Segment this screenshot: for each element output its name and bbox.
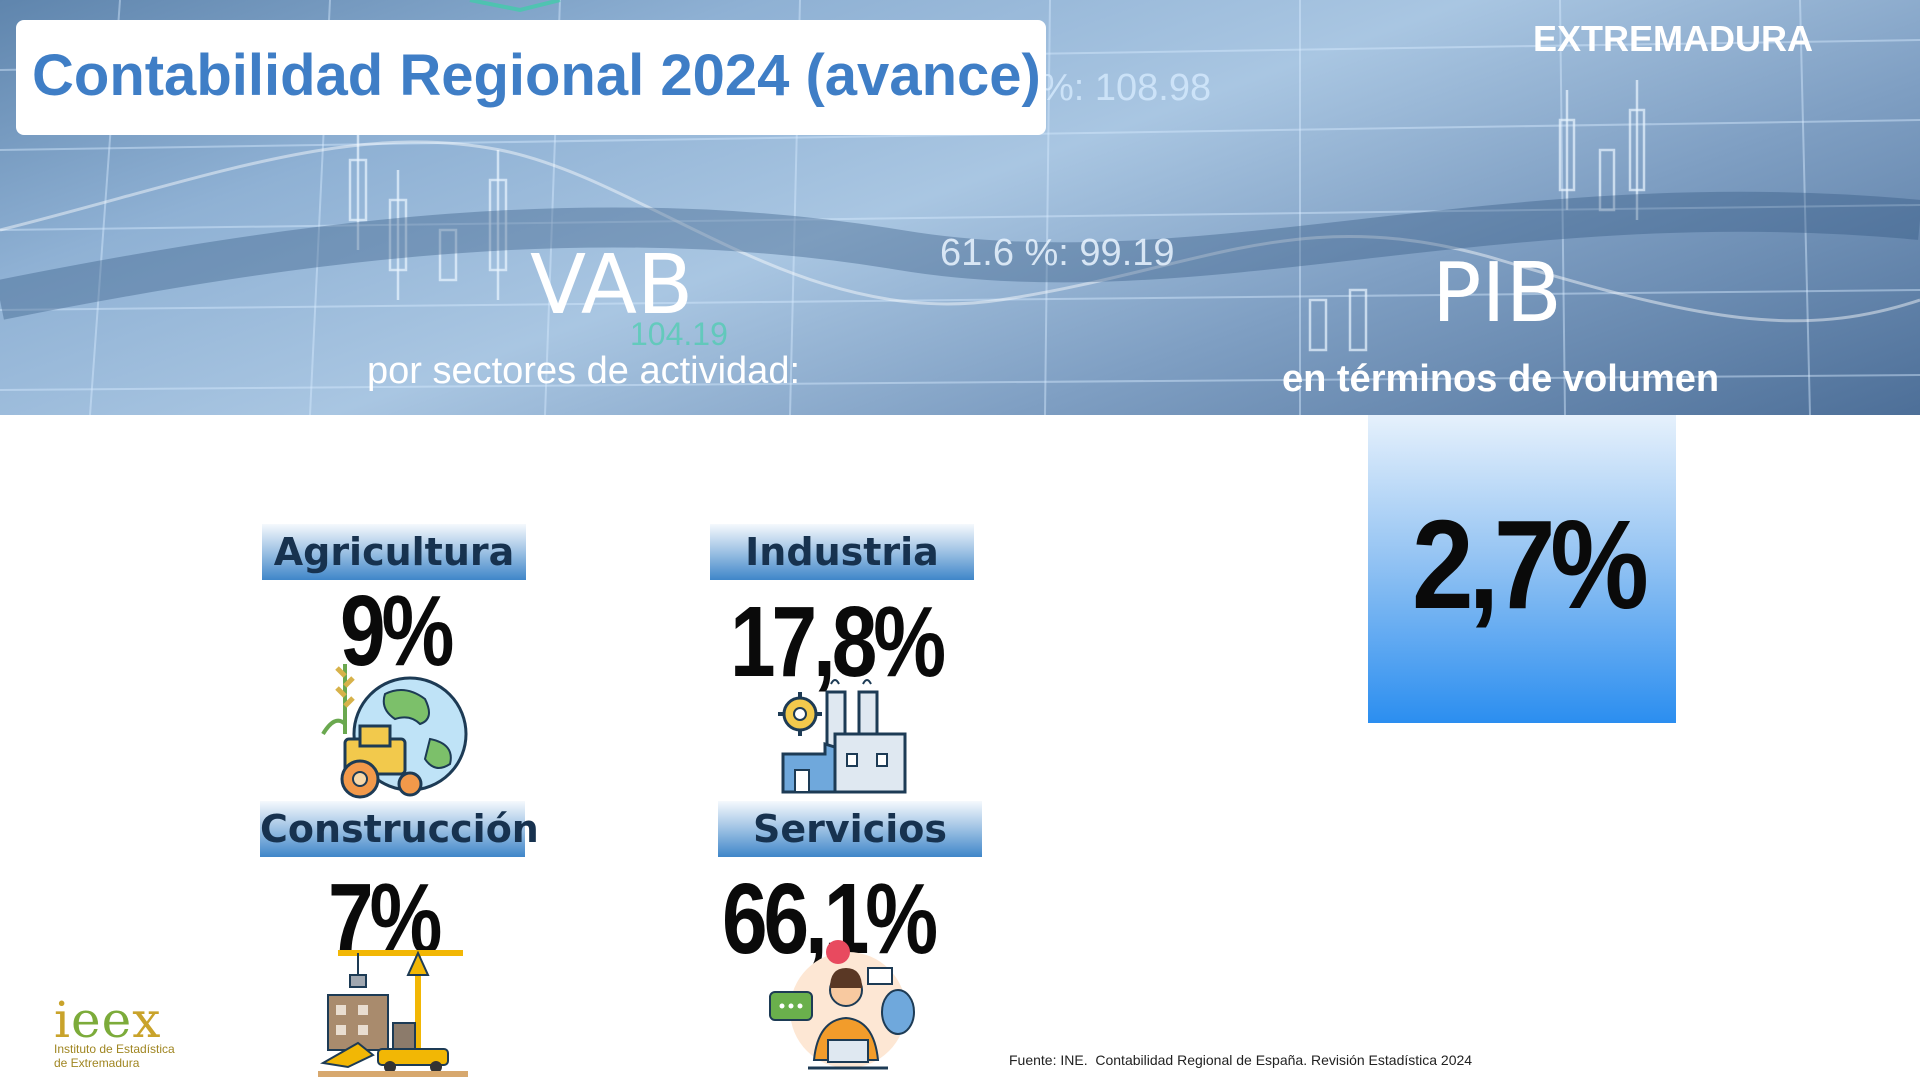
page-title: Contabilidad Regional 2024 (avance) xyxy=(32,43,1041,108)
ieex-logo-line1: Instituto de Estadística xyxy=(54,1042,175,1056)
sector-label-servicios: Servicios xyxy=(718,801,982,857)
ieex-logo-line2: de Extremadura xyxy=(54,1056,140,1070)
vab-subtitle: por sectores de actividad: xyxy=(367,350,801,392)
customer-service-operator-icon xyxy=(769,940,915,1070)
pib-value: 2,7% xyxy=(1412,494,1649,635)
ieex-logo: ieex Instituto de Estadística de Extrema… xyxy=(54,991,175,1070)
sector-label-industria: Industria xyxy=(710,524,974,580)
pib-value-box xyxy=(1368,415,1676,723)
background-readout-1: %: 108.98 xyxy=(1040,67,1211,109)
sector-value-industria: 17,8% xyxy=(730,586,946,698)
construction-crane-icon xyxy=(318,950,468,1077)
pib-subtitle: en términos de volumen xyxy=(1282,358,1720,400)
region-label: EXTREMADURA xyxy=(1532,18,1813,59)
sector-label-agricultura: Agricultura xyxy=(262,524,526,580)
sector-value-agricultura: 9% xyxy=(340,575,454,687)
agriculture-globe-tractor-icon xyxy=(321,664,468,799)
sector-label-construccion: Construcción xyxy=(260,801,539,857)
vab-title: VAB xyxy=(530,238,694,333)
factory-gear-icon xyxy=(778,679,907,794)
pib-title: PIB xyxy=(1432,246,1562,341)
sector-value-construccion: 7% xyxy=(328,863,442,975)
title-box: Contabilidad Regional 2024 (avance) xyxy=(16,20,1046,135)
background-readout-2: 61.6 %: 99.19 xyxy=(940,232,1175,274)
ieex-logo-wordmark: ieex xyxy=(54,991,162,1049)
background-readout-3: 104.19 xyxy=(630,316,728,352)
source-note: Fuente: INE. Contabilidad Regional de Es… xyxy=(1009,1052,1473,1068)
